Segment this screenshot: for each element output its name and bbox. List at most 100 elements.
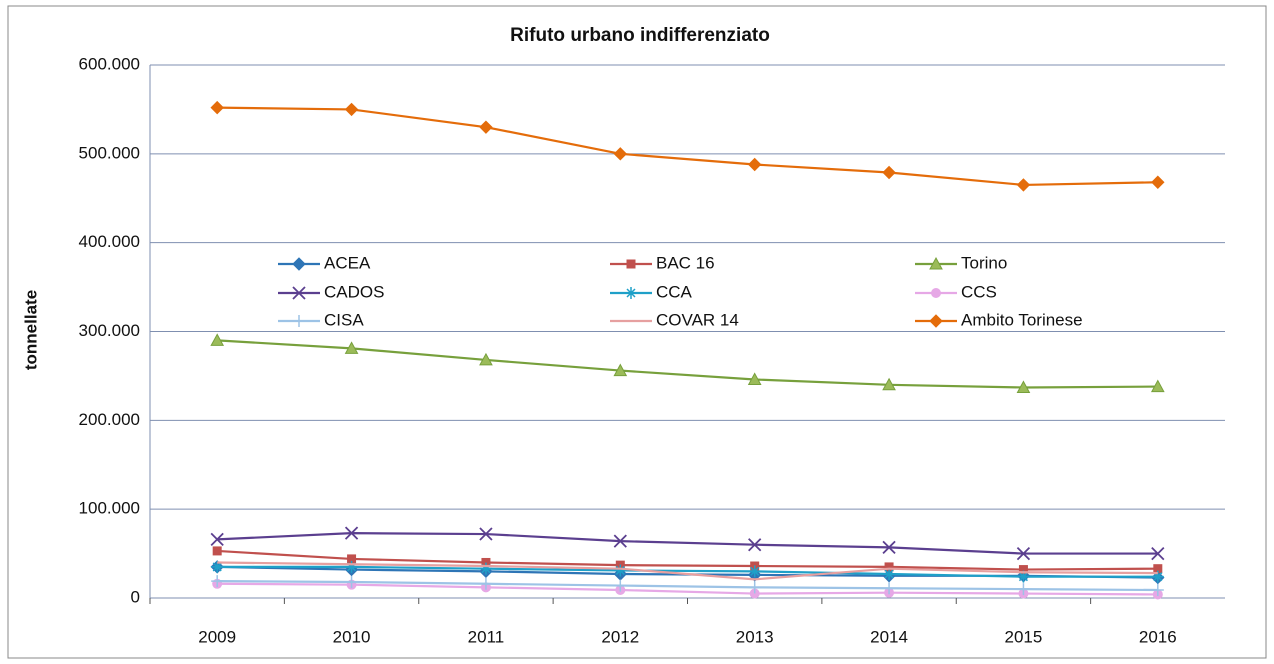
marker: [212, 546, 222, 556]
legend-item: Torino: [915, 253, 1007, 272]
x-tick-label: 2010: [333, 627, 371, 646]
marker: [882, 377, 896, 391]
marker: [479, 527, 493, 541]
y-tick-label: 600.000: [79, 54, 140, 73]
legend-label: ACEA: [324, 253, 371, 272]
marker: [292, 286, 306, 300]
y-tick-label: 0: [131, 587, 140, 606]
marker: [883, 568, 896, 581]
x-tick-label: 2014: [870, 627, 908, 646]
marker: [929, 314, 943, 328]
marker: [1018, 565, 1028, 575]
legend-item: CISA: [278, 310, 364, 329]
marker: [747, 157, 762, 172]
marker: [211, 560, 224, 573]
x-tick-label: 2013: [736, 627, 774, 646]
legend-item: Ambito Torinese: [915, 310, 1083, 329]
marker: [292, 257, 306, 271]
legend-label: CCA: [656, 282, 693, 301]
y-tick-label: 400.000: [79, 232, 140, 251]
legend-label: BAC 16: [656, 253, 715, 272]
y-tick-label: 300.000: [79, 321, 140, 340]
legend-label: Ambito Torinese: [961, 310, 1083, 329]
legend-item: CCA: [610, 282, 693, 301]
marker: [344, 102, 359, 117]
legend-label: CADOS: [324, 282, 384, 301]
marker: [479, 577, 492, 590]
marker: [748, 538, 762, 552]
legend-item: BAC 16: [610, 253, 715, 272]
marker: [614, 579, 627, 592]
series-line: [217, 532, 1158, 555]
marker: [614, 564, 627, 577]
marker: [1017, 570, 1030, 583]
marker: [210, 100, 224, 115]
y-tick-label: 200.000: [79, 410, 140, 429]
legend-item: CADOS: [278, 282, 384, 301]
series-line: [217, 106, 1158, 187]
marker: [1016, 380, 1031, 393]
marker: [747, 372, 762, 385]
marker: [931, 288, 941, 298]
marker: [210, 532, 224, 547]
x-tick-label: 2015: [1005, 627, 1043, 646]
marker: [481, 557, 491, 567]
legend-item: COVAR 14: [610, 310, 739, 329]
y-axis-label: tonnellate: [21, 290, 40, 370]
marker: [211, 575, 224, 588]
marker: [1016, 178, 1031, 192]
series-line: [217, 565, 1158, 578]
marker: [749, 588, 760, 599]
marker: [344, 341, 359, 354]
legend-label: COVAR 14: [656, 310, 739, 329]
marker: [883, 582, 896, 595]
x-tick-label: 2009: [198, 627, 236, 646]
legend-label: CISA: [324, 310, 364, 329]
marker: [1016, 546, 1031, 561]
legend-item: CCS: [915, 282, 997, 301]
chart-title: Rifuto urbano indifferenziato: [510, 25, 770, 46]
marker: [344, 526, 359, 540]
marker: [1150, 379, 1165, 393]
x-tick-label: 2011: [468, 627, 505, 646]
legend-item: ACEA: [278, 253, 371, 272]
marker: [625, 287, 637, 299]
marker: [1151, 546, 1165, 561]
x-tick-label: 2012: [601, 627, 639, 646]
marker: [748, 581, 761, 594]
marker: [293, 315, 305, 327]
marker: [345, 576, 358, 589]
legend-label: Torino: [961, 253, 1007, 272]
marker: [1017, 583, 1030, 596]
legend-label: CCS: [961, 282, 997, 301]
marker: [345, 560, 358, 573]
marker: [479, 562, 492, 575]
series-line: [217, 580, 1158, 592]
marker: [613, 147, 628, 161]
series-line: [217, 561, 1158, 581]
marker: [479, 120, 493, 134]
marker: [626, 259, 636, 269]
series-line: [217, 549, 1158, 571]
series-line: [217, 582, 1158, 596]
marker: [748, 565, 761, 578]
y-tick-label: 100.000: [79, 499, 140, 518]
marker: [1151, 584, 1164, 597]
marker: [613, 534, 627, 548]
marker: [613, 363, 628, 377]
marker: [929, 256, 943, 270]
marker: [479, 352, 493, 366]
y-tick-label: 500.000: [79, 143, 140, 162]
x-tick-label: 2016: [1139, 627, 1177, 646]
marker: [347, 554, 357, 564]
marker: [882, 165, 896, 180]
marker: [884, 562, 894, 572]
marker: [1153, 564, 1163, 574]
series-line: [217, 339, 1158, 389]
marker: [1151, 570, 1164, 583]
marker: [210, 333, 225, 346]
marker: [1151, 175, 1165, 189]
marker: [882, 540, 896, 555]
